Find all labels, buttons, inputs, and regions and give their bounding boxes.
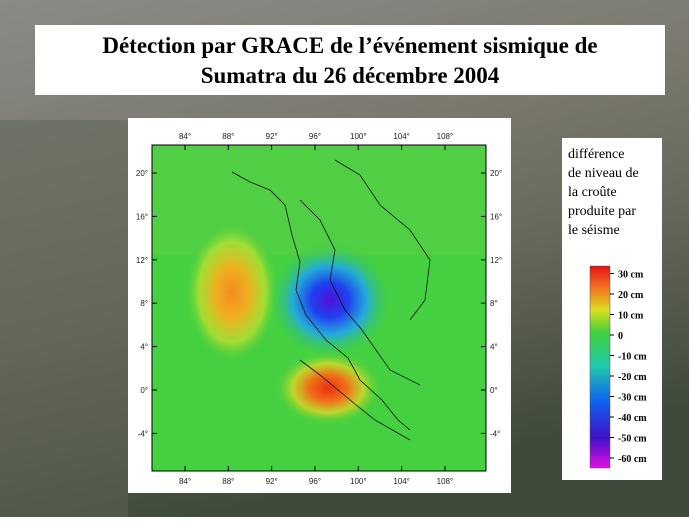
- lon-tick-label: 96°: [309, 477, 321, 486]
- title-box: [35, 25, 665, 95]
- heat-map: [151, 144, 487, 472]
- colorbar-label: 0: [618, 331, 623, 342]
- lon-tick-label: 108°: [437, 132, 454, 141]
- legend-text: produite par: [568, 204, 636, 219]
- lat-tick-label: 20°: [490, 169, 502, 178]
- lat-tick-label: 12°: [136, 256, 148, 265]
- photo-shade: [0, 120, 128, 517]
- lon-tick-label: 100°: [350, 477, 367, 486]
- lon-tick-label: 92°: [266, 477, 278, 486]
- lat-tick-label: 20°: [136, 169, 148, 178]
- lat-tick-label: -4°: [138, 429, 148, 438]
- colorbar-label: -40 cm: [618, 413, 647, 424]
- map-frame: [151, 144, 487, 472]
- colorbar-label: -60 cm: [618, 454, 647, 465]
- legend-text: le séisme: [568, 223, 620, 238]
- colorbar-gradient: [589, 265, 611, 469]
- lon-tick-label: 88°: [222, 477, 234, 486]
- negative-anomaly: [268, 242, 392, 358]
- lon-tick-label: 104°: [393, 132, 410, 141]
- legend-text: de niveau de: [568, 166, 639, 181]
- legend-box: [562, 138, 662, 480]
- positive-anomaly: [273, 350, 383, 426]
- colorbar-label: 10 cm: [618, 311, 644, 322]
- legend-text: la croûte: [568, 185, 617, 200]
- colorbar-label: -10 cm: [618, 352, 647, 363]
- lon-tick-label: 104°: [393, 477, 410, 486]
- title-line: Détection par GRACE de l’événement sismi…: [102, 33, 597, 58]
- lat-tick-label: 0°: [140, 386, 148, 395]
- lat-tick-label: 16°: [490, 212, 502, 221]
- positive-anomaly: [184, 220, 280, 364]
- colorbar-label: 30 cm: [618, 270, 644, 281]
- lat-tick-label: 4°: [140, 343, 148, 352]
- lat-tick-label: 8°: [140, 299, 148, 308]
- lat-tick-label: 4°: [490, 343, 498, 352]
- colorbar: [589, 265, 611, 469]
- lon-tick-label: 84°: [179, 477, 191, 486]
- lat-tick-label: -4°: [490, 429, 500, 438]
- colorbar-label: 20 cm: [618, 290, 644, 301]
- coastline: [231, 159, 431, 441]
- lat-tick-label: 8°: [490, 299, 498, 308]
- lon-tick-label: 92°: [266, 132, 278, 141]
- title-line: Sumatra du 26 décembre 2004: [201, 63, 500, 88]
- lat-tick-label: 16°: [136, 212, 148, 221]
- colorbar-label: -20 cm: [618, 372, 647, 383]
- colorbar-label: -50 cm: [618, 434, 647, 445]
- lon-tick-label: 88°: [222, 132, 234, 141]
- colorbar-label: -30 cm: [618, 393, 647, 404]
- lon-tick-label: 96°: [309, 132, 321, 141]
- lon-tick-label: 100°: [350, 132, 367, 141]
- lon-tick-label: 108°: [437, 477, 454, 486]
- lon-tick-label: 84°: [179, 132, 191, 141]
- lat-tick-label: 12°: [490, 256, 502, 265]
- lat-tick-label: 0°: [490, 386, 498, 395]
- legend-text: différence: [568, 147, 624, 162]
